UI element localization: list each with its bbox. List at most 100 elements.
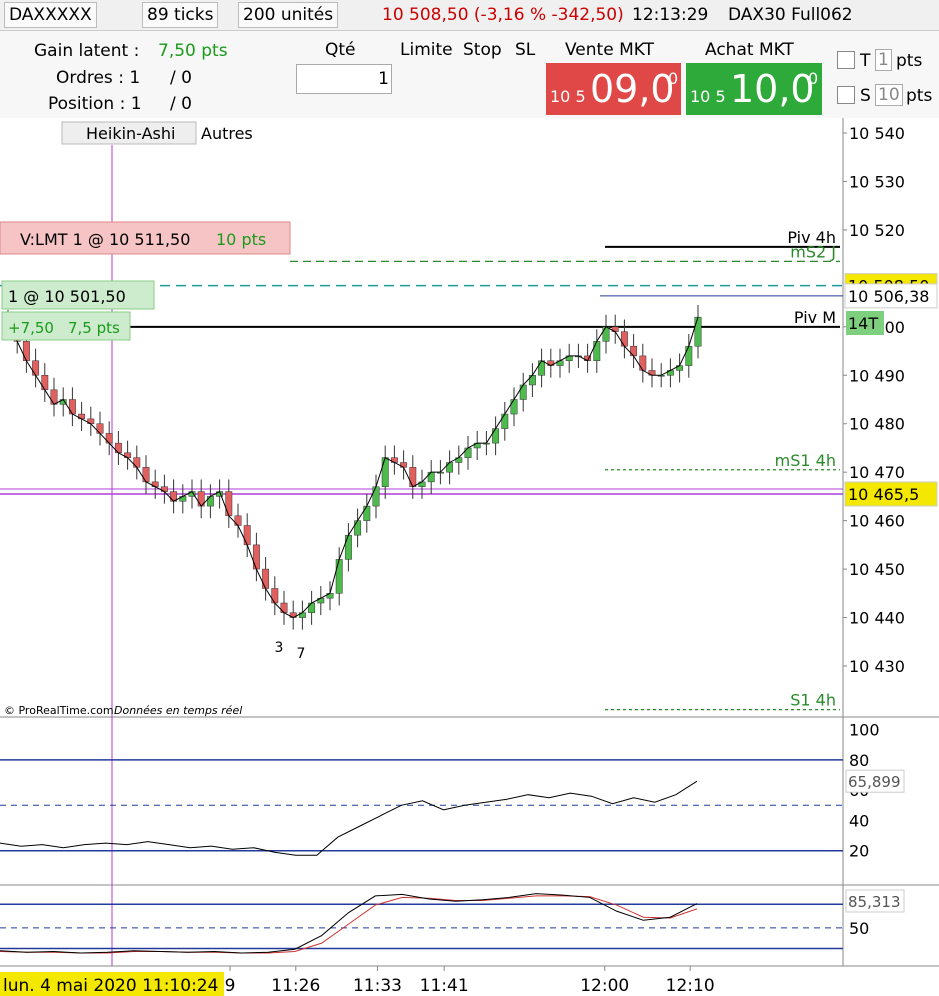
orders-label: Ordres : 1: [56, 68, 141, 88]
x-tick-label: 12:10: [666, 976, 715, 996]
limit-order: V:LMT 1 @ 10 511,50: [20, 230, 190, 249]
gain-box: [1, 311, 131, 341]
y-tick-label: 10 460: [849, 512, 905, 531]
candle: [335, 559, 343, 594]
candle: [620, 331, 628, 347]
stop[interactable]: Stop: [463, 40, 502, 60]
pivot-label: Piv M: [794, 308, 836, 327]
countdown: 14T: [848, 314, 878, 333]
qty-input[interactable]: 1: [296, 64, 392, 94]
y-tick-label: 20: [849, 842, 869, 861]
buy-sup: 0: [808, 69, 819, 88]
s-value[interactable]: 10: [875, 84, 903, 106]
candle: [22, 341, 30, 361]
candle: [510, 399, 518, 415]
candle: [538, 360, 546, 376]
candle: [225, 491, 233, 517]
candle: [206, 496, 214, 507]
limit-order-box[interactable]: [0, 221, 291, 255]
qty-label: Qté: [325, 40, 356, 60]
toolbar: DAXXXXX 89 ticks 200 unités 10 508,50 (-…: [0, 0, 939, 31]
candle: [372, 486, 380, 507]
candle: [492, 428, 500, 444]
candle: [602, 326, 610, 342]
oscillator: [0, 780, 698, 856]
value-label: 65,899: [848, 773, 901, 791]
s-label: S: [860, 86, 871, 106]
position-box[interactable]: [1, 280, 155, 310]
alert-label: 7: [297, 646, 306, 662]
y-tick-label: 40: [849, 811, 869, 830]
x-tick-label: 12:00: [580, 976, 629, 996]
instrument[interactable]: DAXXXXX: [4, 2, 97, 28]
order-panel: Gain latent : 7,50 pts Ordres : 1 / 0 Po…: [0, 31, 939, 118]
candle: [528, 375, 536, 386]
y-tick-label: 10 470: [849, 463, 905, 482]
chart-toolbar: [61, 121, 197, 145]
candle: [363, 505, 371, 521]
gain-value: 7,50 pts: [158, 41, 228, 61]
quote: 10 508,50 (-3,16 % -342,50): [382, 5, 624, 25]
price-label-box: [844, 283, 938, 309]
candle: [32, 360, 40, 376]
candle: [280, 602, 288, 613]
candle: [501, 413, 509, 429]
price-line-series: [7, 316, 699, 619]
buy-button[interactable]: 10 5 10,0 0: [686, 63, 822, 115]
position: 1 @ 10 501,50: [8, 287, 126, 306]
oscillator: [0, 893, 698, 954]
t-label: T: [860, 51, 871, 71]
sell-label: Vente MKT: [565, 40, 654, 60]
x-tick-label: 11:33: [353, 976, 402, 996]
limit-distance: 10 pts: [216, 230, 266, 249]
y-tick-label: 10 530: [849, 172, 905, 191]
other[interactable]: Autres: [201, 124, 253, 143]
candle: [133, 457, 141, 468]
candle: [41, 375, 49, 391]
candle: [142, 467, 150, 483]
style[interactable]: Heikin-Ashi: [86, 124, 175, 143]
units[interactable]: 200 unités: [238, 2, 339, 28]
buy-big: 10,0: [730, 67, 815, 111]
candle: [252, 544, 260, 570]
sell-button[interactable]: 10 5 09,0 0: [546, 63, 681, 115]
y-tick-label: 10 540: [849, 124, 905, 143]
t-value[interactable]: 1: [875, 49, 892, 71]
sl[interactable]: SL: [515, 40, 536, 60]
y-tick-label: 10 490: [849, 366, 905, 385]
y-tick-label: 80: [849, 751, 869, 770]
buy-small: 10 5: [690, 87, 726, 106]
checkbox[interactable]: [837, 86, 855, 104]
candle: [427, 471, 435, 483]
candle: [114, 442, 122, 454]
t-unit: pts: [896, 51, 923, 71]
candle: [243, 525, 251, 546]
pivot-label: mS1 4h: [775, 451, 836, 470]
orders-zero: / 0: [170, 68, 192, 88]
s-unit: pts: [906, 86, 933, 106]
candle: [694, 316, 702, 347]
copyright: © ProRealTime.com: [4, 704, 114, 717]
countdown-box: [846, 311, 884, 335]
candle: [50, 389, 58, 405]
limit[interactable]: Limite: [400, 40, 453, 60]
ticks[interactable]: 89 ticks: [142, 2, 219, 28]
sell-sup: 0: [668, 69, 679, 88]
candle: [464, 447, 472, 458]
candle: [381, 457, 389, 487]
y-tick-label: 10 480: [849, 415, 905, 434]
candle: [262, 568, 270, 589]
candle: [68, 399, 76, 415]
x-tick-label: 9: [225, 976, 236, 996]
candle: [630, 345, 638, 357]
position-gain: +7,50: [8, 319, 54, 337]
y-tick-label: 10 520: [849, 221, 905, 240]
checkbox[interactable]: [837, 51, 855, 69]
cursor-time: lun. 4 mai 2020 11:10:24: [3, 976, 218, 996]
pivot-label: Piv 4h: [787, 228, 836, 247]
candle: [354, 520, 362, 536]
position-zero: / 0: [170, 94, 192, 114]
position-pts: 7,5 pts: [68, 319, 120, 337]
y-tick-label: 100: [849, 721, 880, 740]
